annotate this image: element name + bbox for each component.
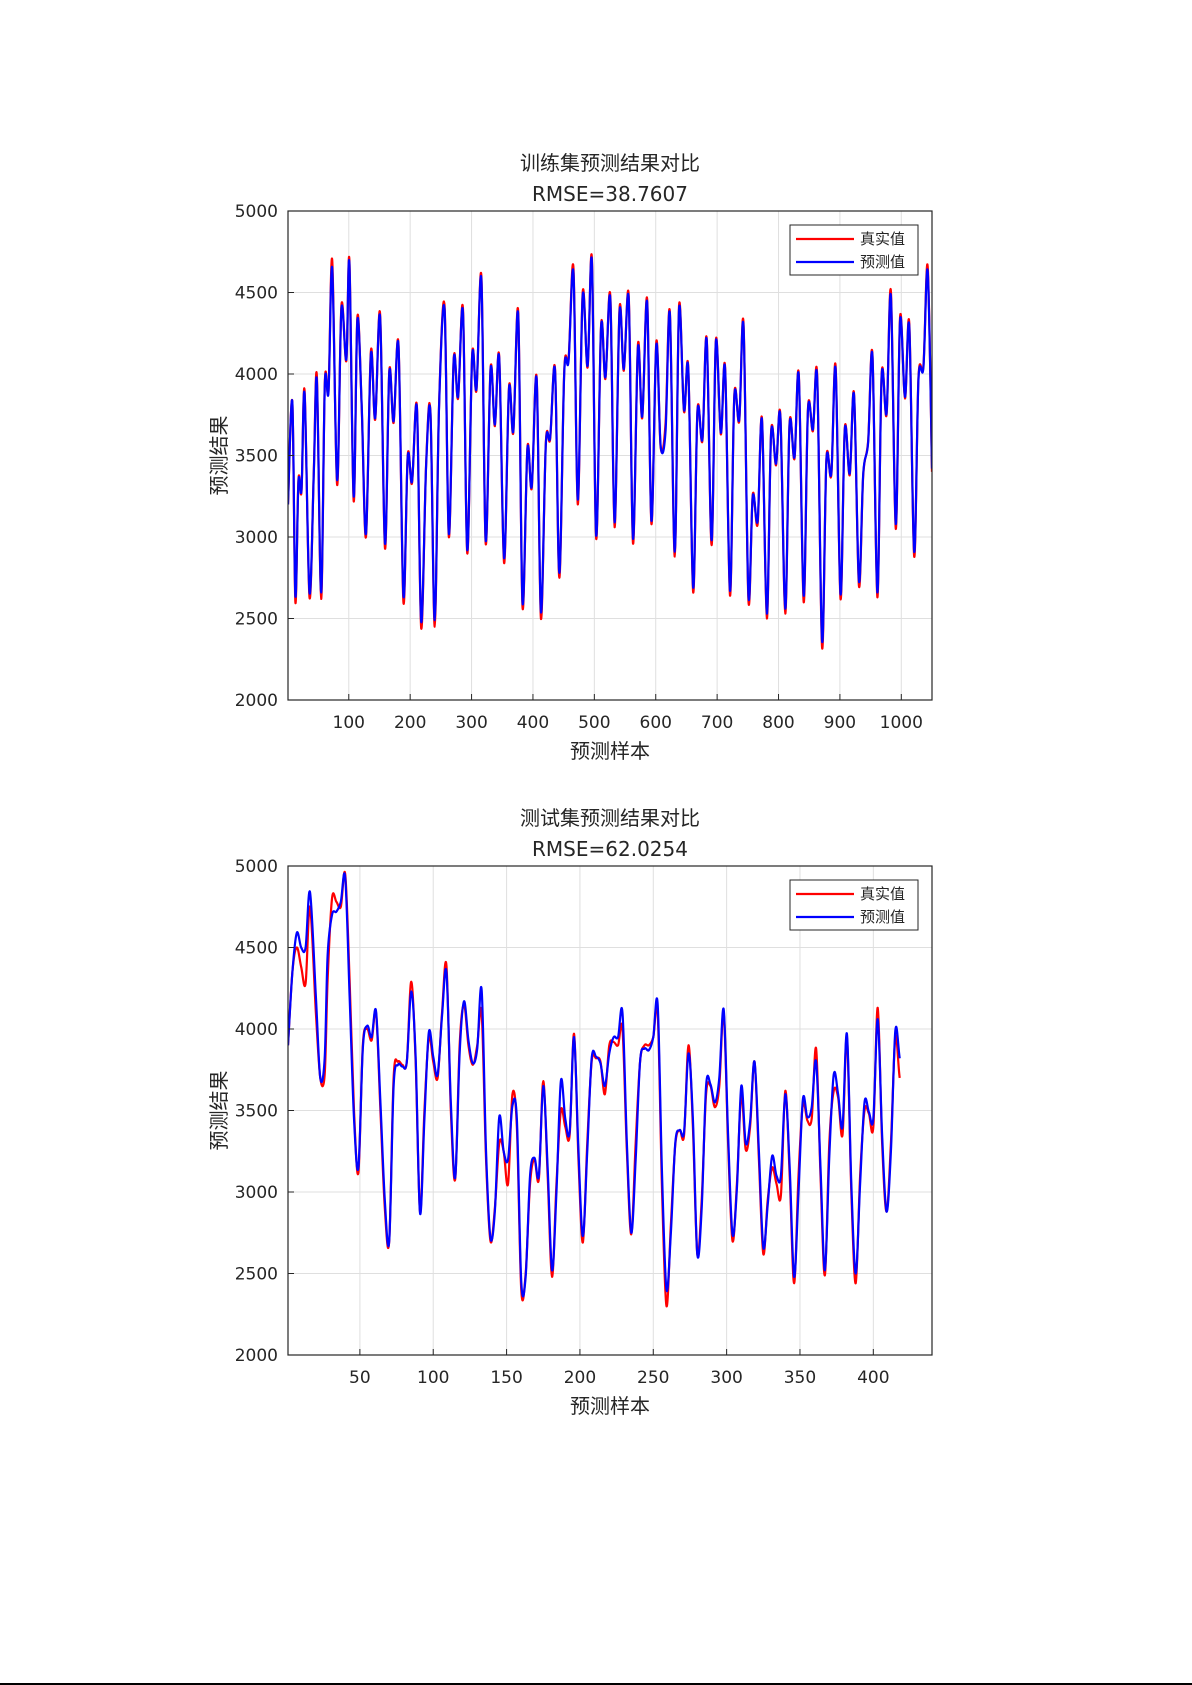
x-tick-label: 500 [578,713,610,733]
chart-subtitle-rmse: RMSE=62.0254 [532,837,688,861]
x-tick-label: 200 [394,713,426,733]
chart-title: 训练集预测结果对比 [520,151,700,175]
x-tick-label: 400 [517,713,549,733]
chart-subtitle-rmse: RMSE=38.7607 [532,182,688,206]
x-tick-label: 700 [701,713,733,733]
x-tick-label: 150 [490,1368,522,1388]
x-tick-label: 300 [710,1368,742,1388]
legend-entry-label: 真实值 [860,885,905,903]
y-tick-label: 5000 [235,202,278,222]
legend-entry-label: 预测值 [860,253,905,271]
x-tick-label: 1000 [880,713,923,733]
legend-box [789,879,919,931]
y-tick-label: 3500 [235,447,278,467]
x-tick-label: 800 [762,713,794,733]
y-axis-label: 预测结果 [207,1071,231,1151]
y-tick-label: 2500 [235,610,278,630]
y-tick-label: 2000 [235,691,278,711]
series-line-predicted [288,872,901,1298]
x-axis-label: 预测样本 [570,739,650,763]
x-tick-label: 50 [349,1368,371,1388]
x-tick-label: 200 [564,1368,596,1388]
y-tick-label: 4500 [235,284,278,304]
x-tick-label: 100 [417,1368,449,1388]
test-set-chart: 测试集预测结果对比 RMSE=62.0254 50 100 150 200 250 300 35… [207,806,933,1418]
x-tick-label: 350 [784,1368,816,1388]
legend-entry-label: 预测值 [860,908,905,926]
series-line-predicted [288,256,932,643]
x-axis-label: 预测样本 [570,1394,650,1418]
y-tick-label: 2000 [235,1346,278,1366]
y-tick-label: 3000 [235,528,278,548]
x-tick-label: 600 [640,713,672,733]
x-tick-label: 900 [824,713,856,733]
legend-entry-label: 真实值 [860,230,905,248]
x-tick-label: 250 [637,1368,669,1388]
y-tick-label: 2500 [235,1265,278,1285]
y-tick-label: 4500 [235,939,278,959]
y-tick-label: 4000 [235,365,278,385]
y-tick-label: 5000 [235,857,278,877]
y-tick-label: 3000 [235,1183,278,1203]
bottom-border-line [0,1683,1192,1685]
x-tick-label: 300 [455,713,487,733]
y-axis-label: 预测结果 [207,416,231,496]
y-tick-label: 3500 [235,1102,278,1122]
training-set-chart: 训练集预测结果对比 RMSE=38.7607 100 200 300 400 500 600 7… [207,151,933,763]
y-tick-label: 4000 [235,1020,278,1040]
x-tick-label: 400 [857,1368,889,1388]
chart-title: 测试集预测结果对比 [520,806,700,830]
x-tick-label: 100 [333,713,365,733]
legend-box [789,224,919,276]
